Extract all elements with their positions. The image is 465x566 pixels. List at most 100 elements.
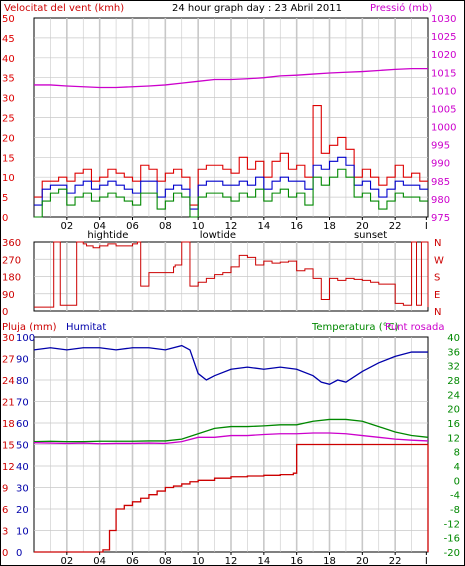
humidity-y-tick-label: 40 <box>16 462 29 473</box>
x-tick-label: I <box>425 556 428 566</box>
pressure-y-tick-label: 1000 <box>431 123 456 134</box>
humidity-y-tick-label: 30 <box>16 484 29 495</box>
dewpoint-series <box>33 432 429 445</box>
rain-humidity-temperature-panel: 0102030405060708090100036912151821242730… <box>2 333 460 566</box>
temperature-y-tick-label: -4 <box>450 491 460 502</box>
temperature-y-tick-label: 8 <box>454 448 460 459</box>
wind-y-tick-label: 50 <box>2 14 15 25</box>
wind-y-tick-label: 10 <box>2 173 15 184</box>
x-tick-label: 20 <box>356 221 369 232</box>
x-tick-label: 14 <box>257 221 270 232</box>
humidity-y-tick-label: 80 <box>16 376 29 387</box>
x-tick-label: 06 <box>126 556 139 566</box>
temperature-y-tick-label: 20 <box>447 405 460 416</box>
wind-minimum-series <box>34 168 428 218</box>
temperature-y-tick-label: 4 <box>454 462 460 473</box>
temperature-y-tick-label: -12 <box>444 519 460 530</box>
humidity-axis-title: Humitat <box>66 322 106 333</box>
humidity-y-tick-label: 90 <box>16 355 29 366</box>
x-marker-label: lowtide <box>200 230 236 241</box>
wind-y-tick-label: 20 <box>2 133 15 144</box>
x-tick-label: 02 <box>60 221 73 232</box>
temperature-y-tick-label: 36 <box>447 347 460 358</box>
x-tick-label: 10 <box>192 556 205 566</box>
x-tick-label: 12 <box>225 556 238 566</box>
rain-y-tick-label: 0 <box>2 548 8 559</box>
wind-y-tick-label: 40 <box>2 54 15 65</box>
x-tick-label: 12 <box>225 221 238 232</box>
humidity-y-tick-label: 20 <box>16 505 29 516</box>
temperature-axis-title: Temperatura (°C) <box>311 322 399 333</box>
wind-y-tick-label: 25 <box>2 114 15 125</box>
x-tick-label: 16 <box>290 221 303 232</box>
pressure-y-tick-label: 1015 <box>431 68 456 79</box>
x-tick-label: 14 <box>257 556 270 566</box>
compass-label: S <box>434 273 440 284</box>
x-tick-label: 18 <box>323 221 336 232</box>
pressure-y-tick-label: 980 <box>431 195 450 206</box>
temperature-series <box>33 418 429 443</box>
rain-y-tick-label: 18 <box>2 419 15 430</box>
wind-axis-title: Velocitat del vent (kmh) <box>4 3 124 14</box>
humidity-y-tick-label: 10 <box>16 527 29 538</box>
wind-y-tick-label: 5 <box>2 193 8 204</box>
rain-y-tick-label: 12 <box>2 462 15 473</box>
wind-average-series <box>34 156 428 210</box>
rain-y-tick-label: 30 <box>2 333 15 344</box>
x-tick-label: 22 <box>389 556 402 566</box>
rain-y-tick-label: 6 <box>2 505 8 516</box>
compass-label: N <box>434 307 441 318</box>
x-tick-label: 06 <box>126 221 139 232</box>
humidity-y-tick-label: 50 <box>16 441 29 452</box>
x-marker-label: sunset <box>354 230 387 241</box>
wind-gust-series <box>34 105 428 206</box>
wind-pressure-panel: 0510152025303540455097598098599099510001… <box>2 14 456 241</box>
compass-label: N <box>434 238 441 249</box>
temperature-y-tick-label: -16 <box>444 534 460 545</box>
x-tick-label: 16 <box>290 556 303 566</box>
direction-y-tick-label: 270 <box>2 255 21 266</box>
wind-y-tick-label: 35 <box>2 74 15 85</box>
rain-axis-title: Pluja (mm) <box>2 322 57 333</box>
humidity-y-tick-label: 100 <box>16 333 35 344</box>
pressure-y-tick-label: 995 <box>431 141 450 152</box>
pressure-y-tick-label: 1020 <box>431 50 456 61</box>
x-tick-label: 20 <box>356 556 369 566</box>
pressure-y-tick-label: 985 <box>431 177 450 188</box>
wind-y-tick-label: 45 <box>2 34 15 45</box>
wind-y-tick-label: 0 <box>2 213 8 224</box>
pressure-y-tick-label: 990 <box>431 159 450 170</box>
x-tick-label: 22 <box>389 221 402 232</box>
temperature-y-tick-label: 24 <box>447 390 460 401</box>
pressure-series <box>34 68 428 89</box>
x-tick-label: 18 <box>323 556 336 566</box>
pressure-axis-title: Pressió (mb) <box>370 2 432 14</box>
direction-y-tick-label: 90 <box>2 290 15 301</box>
temperature-y-tick-label: -8 <box>450 505 460 516</box>
rain-y-tick-label: 27 <box>2 355 15 366</box>
rain-y-tick-label: 21 <box>2 398 15 409</box>
direction-y-tick-label: 180 <box>2 273 21 284</box>
humidity-y-tick-label: 0 <box>16 548 22 559</box>
temperature-y-tick-label: 16 <box>447 419 460 430</box>
pressure-y-tick-label: 1025 <box>431 32 456 43</box>
pressure-y-tick-label: 1005 <box>431 104 456 115</box>
wind-y-tick-label: 15 <box>2 153 15 164</box>
wind-direction-series <box>34 241 429 308</box>
dewpoint-axis-title: Punt rosada <box>385 322 444 333</box>
direction-y-tick-label: 0 <box>2 307 8 318</box>
chart-title: 24 hour graph day : 23 Abril 2011 <box>172 3 342 14</box>
pressure-y-tick-label: 975 <box>431 213 450 224</box>
rain-series <box>34 443 429 553</box>
x-tick-label: 08 <box>159 556 172 566</box>
humidity-y-tick-label: 60 <box>16 419 29 430</box>
x-tick-label: 04 <box>93 221 106 232</box>
x-tick-label: 08 <box>159 221 172 232</box>
rain-y-tick-label: 9 <box>2 484 8 495</box>
rain-y-tick-label: 3 <box>2 527 8 538</box>
rain-y-tick-label: 24 <box>2 376 15 387</box>
x-tick-label: 04 <box>93 556 106 566</box>
